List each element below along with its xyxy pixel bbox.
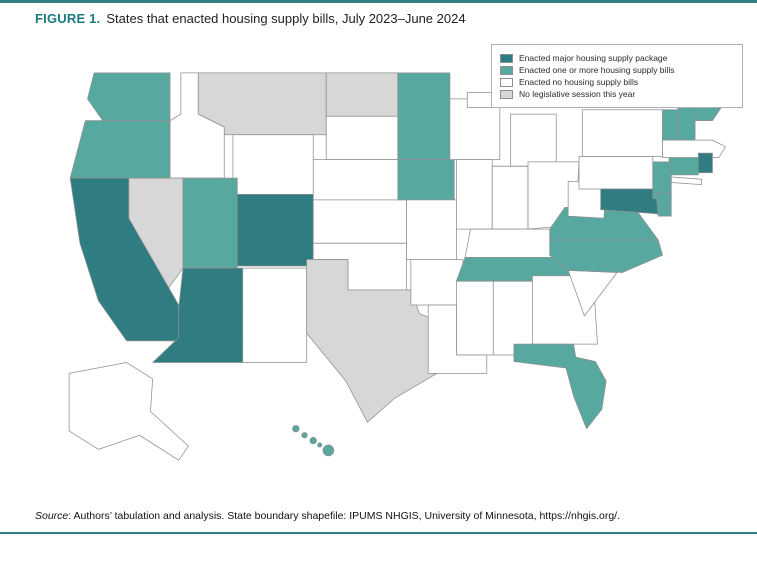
state-KS [312, 199, 407, 244]
legend-item-label: Enacted no housing supply bills [519, 77, 639, 87]
state-NY [670, 176, 702, 186]
state-ND [325, 72, 399, 117]
state-DE [655, 191, 672, 217]
bottom-border-rule [0, 532, 757, 534]
state-IN [491, 165, 529, 230]
legend-swatch [500, 65, 513, 75]
state-VT [662, 109, 679, 141]
legend-item: Enacted major housing supply package [500, 53, 734, 63]
state-MI [510, 113, 557, 167]
state-OR [69, 120, 171, 179]
state-MN [397, 72, 451, 161]
source-text: : Authors’ tabulation and analysis. Stat… [68, 510, 621, 522]
state-WY [232, 134, 314, 195]
state-CO [236, 194, 314, 267]
state-AK [68, 362, 189, 461]
legend-item-label: No legislative session this year [519, 89, 636, 99]
state-CT [668, 157, 699, 176]
state-MS [456, 280, 494, 356]
state-IA [397, 159, 455, 201]
legend-item-label: Enacted major housing supply package [519, 53, 668, 63]
source-note: Source: Authors’ tabulation and analysis… [35, 510, 737, 522]
us-map-svg [68, 63, 731, 461]
map-legend: Enacted major housing supply package Enac… [491, 44, 743, 108]
state-MD [600, 188, 659, 215]
legend-swatch [500, 89, 513, 99]
state-SD [325, 115, 399, 161]
state-HI [309, 437, 317, 445]
state-NC [549, 239, 663, 273]
state-UT [182, 177, 238, 269]
state-HI [317, 442, 323, 448]
source-prefix: Source [35, 510, 69, 522]
state-NY [581, 109, 663, 157]
state-LA [427, 304, 488, 374]
us-choropleth-map: Enacted major housing supply package Enac… [55, 40, 745, 492]
figure-title-text: States that enacted housing supply bills… [106, 11, 466, 26]
figure-title: FIGURE 1. States that enacted housing sup… [35, 11, 737, 27]
legend-item: Enacted one or more housing supply bills [500, 65, 734, 75]
top-border-rule [0, 0, 757, 3]
legend-item-label: Enacted one or more housing supply bills [519, 65, 675, 75]
state-AR [410, 259, 464, 306]
state-PA [578, 156, 654, 190]
state-IL [456, 159, 493, 230]
state-RI [697, 152, 713, 174]
legend-swatch [500, 77, 513, 87]
state-HI [322, 444, 335, 457]
state-MA [662, 139, 726, 158]
legend-swatch [500, 53, 513, 63]
state-AZ [152, 267, 244, 363]
state-NE [312, 159, 403, 201]
state-NM [242, 267, 308, 363]
state-WA [87, 72, 171, 122]
legend-item: Enacted no housing supply bills [500, 77, 734, 87]
legend-item: No legislative session this year [500, 89, 734, 99]
state-HI [292, 425, 300, 433]
state-WI [449, 98, 501, 161]
state-HI [301, 432, 308, 439]
figure-label: FIGURE 1. [35, 11, 101, 26]
state-FL [513, 343, 607, 430]
state-MO [406, 199, 457, 260]
